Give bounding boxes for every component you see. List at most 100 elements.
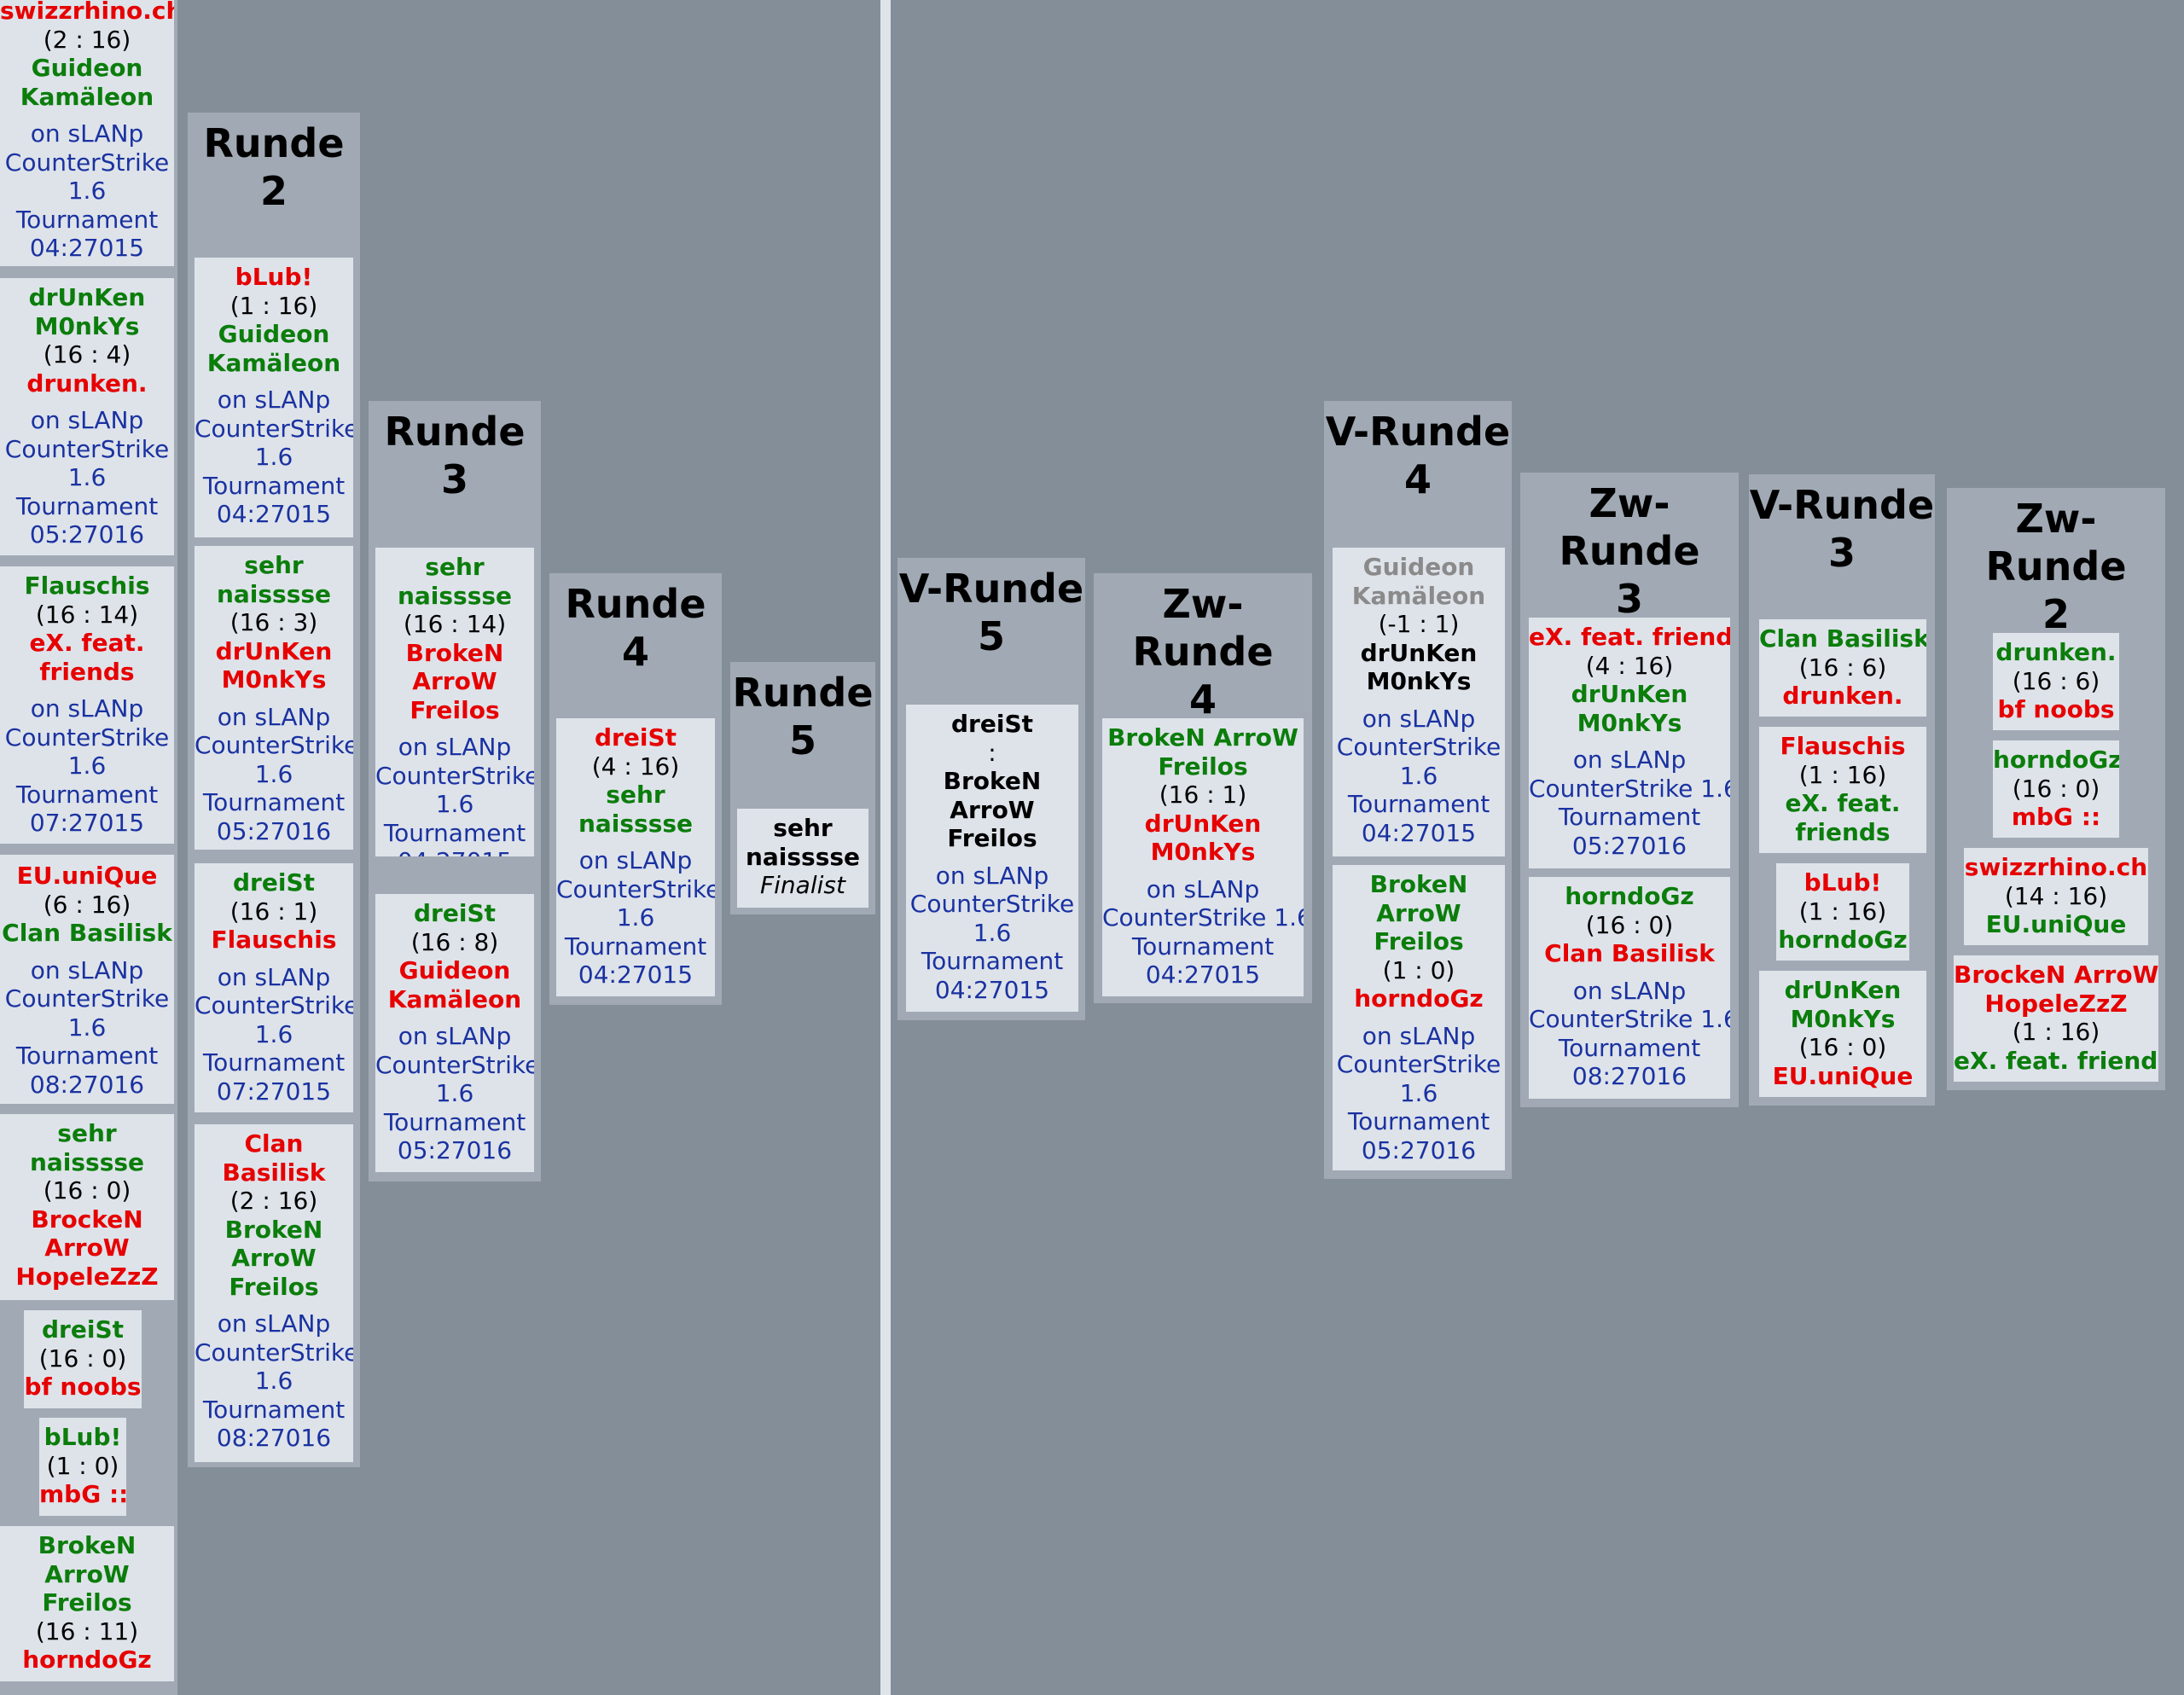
match-card[interactable]: BrockeN ArroW HopeleZzZ (1 : 16) eX. fea…	[1954, 955, 2158, 1082]
round-title: Runde 2	[203, 120, 345, 214]
match-info: on sLANp	[217, 386, 331, 414]
match-score: (16 : 0)	[1798, 1033, 1887, 1061]
zw-round-3-column: Zw-Runde 3 eX. feat. friends (4 : 16) drU…	[1520, 473, 1739, 1107]
match-card[interactable]: bLub! (1 : 0) mbG ::	[39, 1418, 126, 1516]
round-title: Runde 3	[384, 409, 526, 502]
team-name: BrokeN	[38, 1531, 136, 1559]
team-name: dreiSt	[233, 868, 315, 897]
team-name: eX. feat.	[29, 629, 145, 657]
match-card[interactable]: BrokeN ArroW Freilos (16 : 1) drUnKen M0…	[1102, 718, 1304, 996]
match-card[interactable]: drunken. (16 : 6) bf noobs	[1993, 633, 2119, 730]
match-info: CounterStrike	[4, 434, 170, 463]
match-card[interactable]: drUnKen M0nkYs (16 : 0) EU.uniQue	[1759, 971, 1926, 1097]
team-name: Clan Basilisk	[1544, 939, 1715, 967]
match-info: on sLANp	[1146, 874, 1260, 903]
match-card[interactable]: horndoGz (16 : 0) mbG ::	[1993, 740, 2119, 838]
match-card[interactable]: bLub! (1 : 16) horndoGz	[1776, 863, 1909, 961]
match-card[interactable]: dreiSt (16 : 1) Flauschis on sLANp Count…	[195, 863, 353, 1112]
team-name: Basilisk	[222, 1158, 326, 1187]
match-card[interactable]: dreiSt (16 : 8) Guideon Kamäleon on sLAN…	[375, 894, 534, 1172]
match-info: Tournament	[383, 818, 526, 847]
match-info: on sLANp	[30, 119, 144, 148]
match-time: 04:27015	[934, 975, 1050, 1004]
match-time: 04:27015	[216, 500, 332, 528]
match-info: CounterStrike 1.6	[1102, 903, 1304, 932]
match-card[interactable]: BrokeN ArroW Freilos (16 : 11) horndoGz	[0, 1526, 174, 1681]
round-title: V-Runde 4	[1325, 409, 1511, 502]
match-card[interactable]: sehr naisssse (16 : 14) BrokeN ArroW Fre…	[375, 548, 534, 856]
match-card[interactable]: swizzrhino.ch (2 : 16) Guideon Kamäleon …	[0, 0, 174, 266]
match-card[interactable]: bLub! (1 : 16) Guideon Kamäleon on sLANp…	[195, 258, 353, 537]
team-name: Freilos	[229, 1272, 319, 1301]
team-name: drunken.	[26, 369, 148, 398]
match-info: on sLANp	[398, 1022, 512, 1050]
team-name: drunken.	[1782, 682, 1903, 710]
match-card[interactable]: Clan Basilisk (16 : 6) drunken.	[1759, 619, 1926, 717]
match-info: Tournament	[15, 491, 159, 520]
team-name: drunken.	[1995, 638, 2117, 666]
match-card[interactable]: sehr naisssse (16 : 3) drUnKen M0nkYs on…	[195, 546, 353, 850]
match-card[interactable]: Guideon Kamäleon (-1 : 1) drUnKen M0nkYs…	[1333, 548, 1505, 856]
round-4-column: Runde 4 dreiSt (4 : 16) sehr naisssse on …	[549, 573, 722, 1005]
team-name: BrokeN	[405, 638, 504, 667]
team-name: drUnKen	[215, 636, 333, 665]
match-time: 08:27016	[1571, 1062, 1687, 1090]
match-time: 05:27016	[397, 1136, 513, 1164]
team-name: Clan Basilisk	[1759, 624, 1926, 653]
match-card[interactable]: dreiSt : BrokeN ArroW Freilos on sLANp C…	[906, 705, 1078, 1012]
match-info: 1.6	[435, 790, 474, 818]
match-card[interactable]: Flauschis (16 : 14) eX. feat. friends on…	[0, 566, 174, 844]
match-score: (6 : 16)	[43, 890, 131, 919]
match-card[interactable]: Flauschis (1 : 16) eX. feat. friends	[1759, 727, 1926, 853]
match-info: Tournament	[1347, 790, 1490, 818]
match-card[interactable]: swizzrhino.ch (14 : 16) EU.uniQue	[1964, 848, 2148, 945]
match-info: CounterStrike	[1336, 1050, 1502, 1078]
team-name: sehr	[244, 551, 304, 579]
team-name: horndoGz	[1778, 926, 1908, 954]
match-card[interactable]: horndoGz (16 : 0) Clan Basilisk on sLANp…	[1529, 877, 1730, 1099]
team-name: EU.uniQue	[1985, 910, 2127, 938]
match-info: 1.6	[435, 1079, 474, 1107]
team-name: mbG ::	[39, 1480, 126, 1508]
team-name: horndoGz	[1354, 984, 1484, 1013]
zw-round-4-column: Zw-Runde 4 BrokeN ArroW Freilos (16 : 1) …	[1094, 573, 1312, 1003]
match-card[interactable]: sehr naisssse (16 : 0) BrockeN ArroW Hop…	[0, 1114, 174, 1300]
team-name: sehr	[606, 781, 665, 809]
match-time: 07:27015	[29, 809, 145, 837]
match-card[interactable]: BrokeN ArroW Freilos (1 : 0) horndoGz on…	[1333, 865, 1505, 1170]
match-score: (16 : 0)	[43, 1176, 131, 1204]
match-time: 04:27015	[578, 961, 694, 989]
match-card[interactable]: Clan Basilisk (2 : 16) BrokeN ArroW Frei…	[195, 1124, 353, 1462]
match-info: 1.6	[254, 759, 293, 788]
team-name: Flauschis	[211, 926, 337, 954]
match-info: Tournament	[15, 1042, 159, 1070]
team-name: BrokeN	[224, 1215, 323, 1244]
match-card[interactable]: dreiSt (16 : 0) bf noobs	[24, 1310, 142, 1408]
team-name: Freilos	[947, 824, 1037, 852]
match-card[interactable]: eX. feat. friends (4 : 16) drUnKen M0nkY…	[1529, 618, 1730, 868]
match-info: CounterStrike	[909, 890, 1075, 918]
team-name: naisssse	[578, 809, 694, 838]
match-info: CounterStrike	[195, 991, 353, 1019]
match-info: 1.6	[1399, 761, 1438, 790]
match-score: (16 : 1)	[1159, 781, 1247, 809]
match-score: (16 : 0)	[1585, 910, 1674, 939]
team-name: swizzrhino.ch	[1964, 853, 2148, 881]
match-info: CounterStrike 1.6	[1529, 1005, 1730, 1033]
match-score: (16 : 8)	[410, 927, 499, 956]
finalist-label: Finalist	[760, 871, 845, 899]
match-card[interactable]: sehr naisssse Finalist	[737, 809, 868, 908]
match-score: (1 : 16)	[2012, 1018, 2100, 1046]
match-time: 05:27016	[216, 816, 332, 845]
match-card[interactable]: EU.uniQue (6 : 16) Clan Basilisk on sLAN…	[0, 855, 174, 1104]
v-round-5-column: V-Runde 5 dreiSt : BrokeN ArroW Freilos o…	[897, 558, 1085, 1020]
team-name: bLub!	[44, 1423, 122, 1451]
team-name: Guideon	[398, 956, 511, 984]
team-name: dreiSt	[595, 723, 677, 752]
match-card[interactable]: drUnKen M0nkYs (16 : 4) drunken. on sLAN…	[0, 278, 174, 555]
match-score: (2 : 16)	[43, 25, 131, 54]
match-card[interactable]: dreiSt (4 : 16) sehr naisssse on sLANp C…	[556, 718, 715, 996]
match-info: CounterStrike	[556, 874, 715, 903]
team-name: bf noobs	[24, 1373, 142, 1401]
match-score: (16 : 14)	[403, 610, 507, 638]
